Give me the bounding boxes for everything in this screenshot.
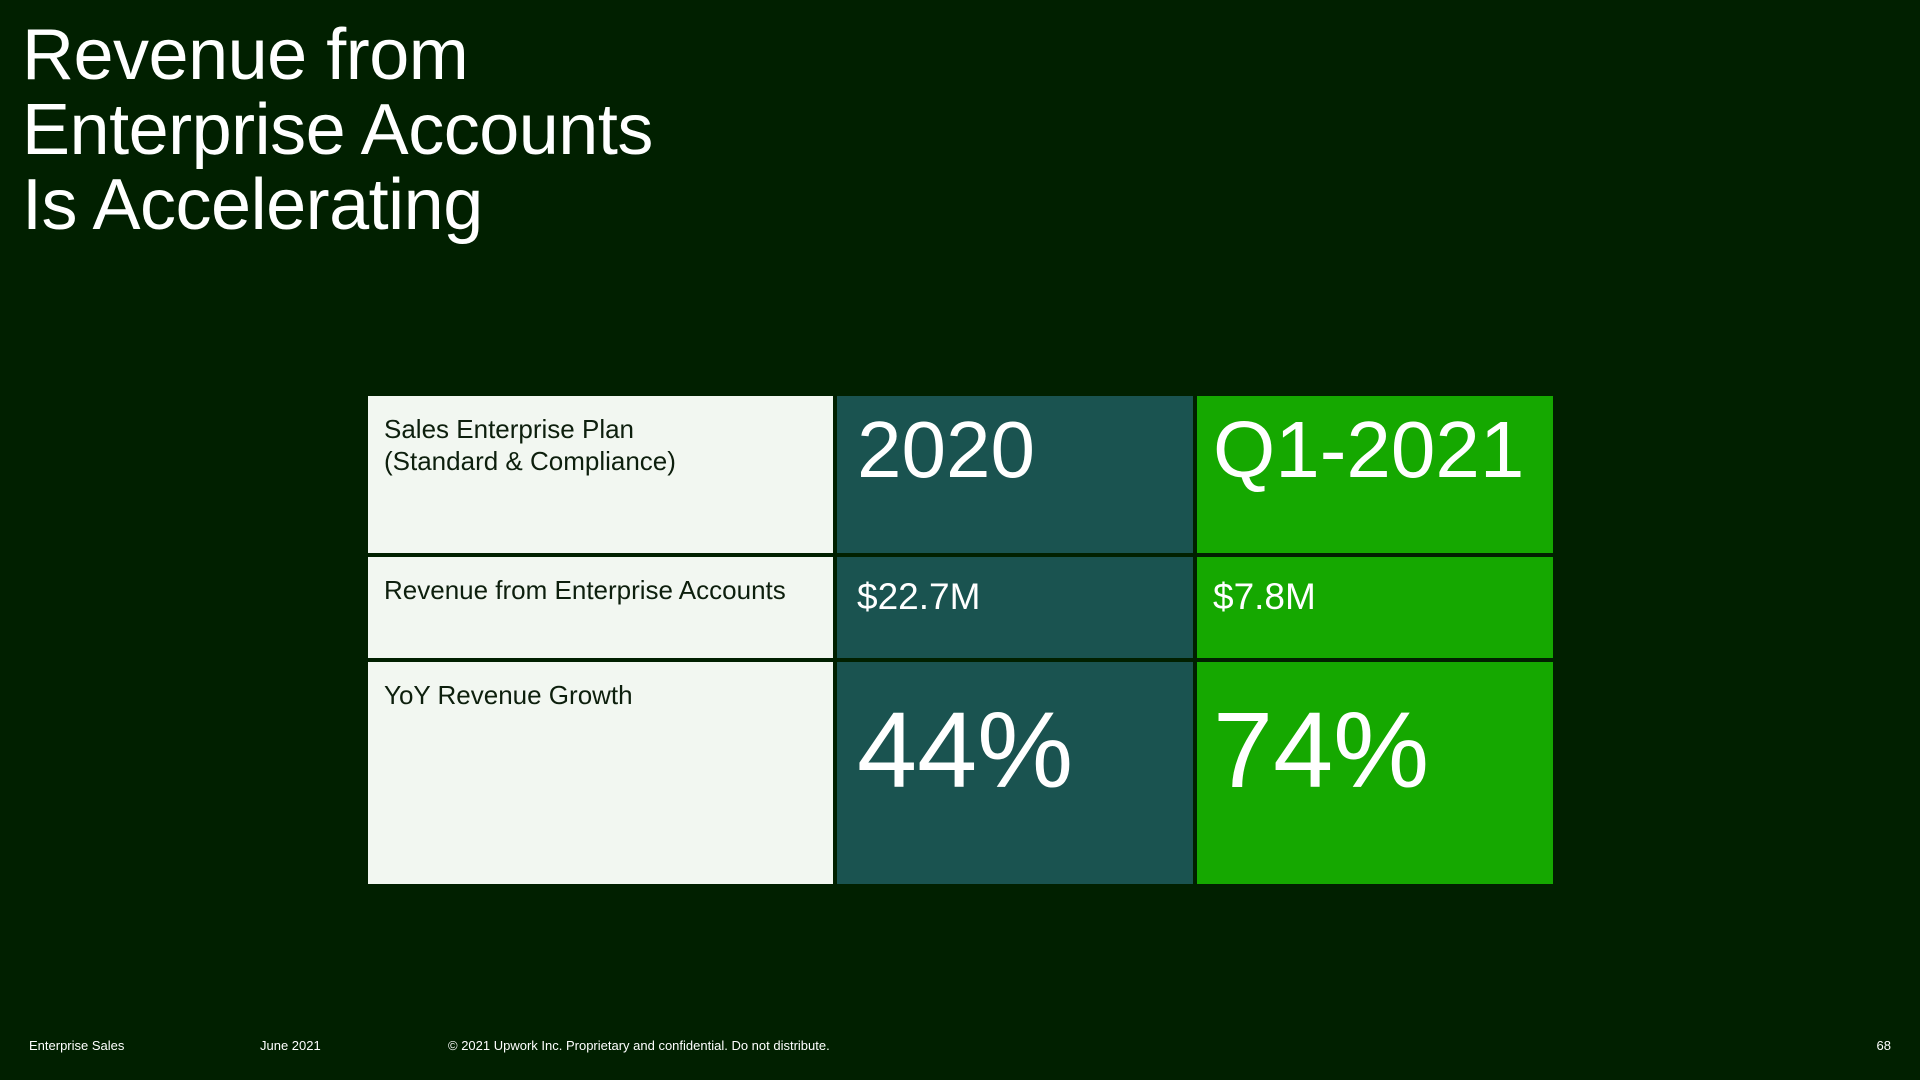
row-label: Revenue from Enterprise Accounts: [384, 575, 786, 605]
header-q1-2021-value: Q1-2021: [1213, 405, 1525, 494]
footer-date: June 2021: [260, 1038, 321, 1053]
header-label-line-2: (Standard & Compliance): [384, 446, 676, 476]
table-row: YoY Revenue Growth 44% 74%: [368, 662, 1553, 884]
revenue-q1-2021-cell: $7.8M: [1197, 557, 1553, 658]
revenue-table: Sales Enterprise Plan (Standard & Compli…: [368, 396, 1553, 888]
revenue-q1-2021-value: $7.8M: [1213, 576, 1316, 617]
row-label-cell: YoY Revenue Growth: [368, 662, 833, 884]
header-label-cell: Sales Enterprise Plan (Standard & Compli…: [368, 396, 833, 553]
footer-section: Enterprise Sales: [29, 1038, 125, 1053]
row-label: YoY Revenue Growth: [384, 680, 633, 710]
title-line-1: Revenue from: [22, 15, 469, 95]
footer-copyright: © 2021 Upwork Inc. Proprietary and confi…: [448, 1038, 830, 1053]
growth-2020-cell: 44%: [837, 662, 1193, 884]
table-row: Revenue from Enterprise Accounts $22.7M …: [368, 557, 1553, 658]
header-label-line-1: Sales Enterprise Plan: [384, 414, 635, 444]
title-line-2: Enterprise Accounts: [22, 90, 653, 170]
header-2020-value: 2020: [857, 405, 1035, 494]
row-label-cell: Revenue from Enterprise Accounts: [368, 557, 833, 658]
revenue-2020-value: $22.7M: [857, 576, 981, 617]
growth-q1-2021-cell: 74%: [1197, 662, 1553, 884]
growth-2020-value: 44%: [857, 689, 1074, 810]
title-line-3: Is Accelerating: [22, 165, 483, 245]
slide-title: Revenue from Enterprise Accounts Is Acce…: [22, 18, 653, 243]
header-q1-2021-cell: Q1-2021: [1197, 396, 1553, 553]
table-header-row: Sales Enterprise Plan (Standard & Compli…: [368, 396, 1553, 553]
header-2020-cell: 2020: [837, 396, 1193, 553]
growth-q1-2021-value: 74%: [1213, 689, 1430, 810]
revenue-2020-cell: $22.7M: [837, 557, 1193, 658]
page-number: 68: [1876, 1038, 1891, 1053]
